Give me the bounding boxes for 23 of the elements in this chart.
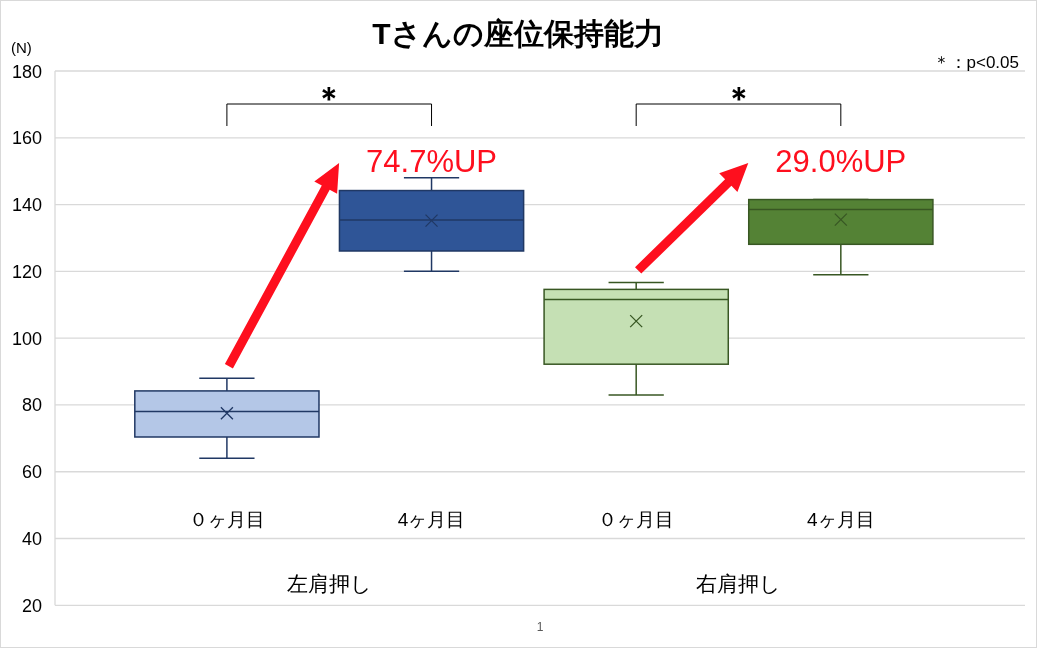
annotation: ＊：p<0.05 bbox=[932, 53, 1019, 72]
annotation: ＊ bbox=[723, 81, 754, 114]
y-axis-title: (N) bbox=[11, 39, 32, 56]
y-tick-label: 140 bbox=[11, 195, 42, 216]
y-tick-label: 100 bbox=[11, 328, 42, 349]
text: 1 bbox=[536, 620, 544, 634]
chart-title: Tさんの座位保持能力 bbox=[372, 17, 664, 50]
y-tick-label: 160 bbox=[11, 128, 42, 149]
annotation: ＊ bbox=[314, 81, 345, 114]
y-tick-label: 60 bbox=[21, 462, 42, 483]
y-tick-label: 180 bbox=[11, 61, 42, 82]
x-tick-label: 4ヶ月目 bbox=[397, 509, 466, 530]
y-tick-label: 120 bbox=[11, 261, 42, 282]
annotation: 29.0%UP bbox=[775, 144, 907, 179]
x-tick-label: ０ヶ月目 bbox=[188, 509, 265, 530]
annotation: 右肩押し bbox=[696, 572, 781, 595]
annotation: 74.7%UP bbox=[366, 144, 498, 179]
y-tick-label: 80 bbox=[21, 395, 42, 416]
x-tick-label: 4ヶ月目 bbox=[807, 509, 875, 530]
y-tick-label: 20 bbox=[21, 595, 42, 616]
y-tick-label: 40 bbox=[21, 529, 42, 550]
x-tick-label: ０ヶ月目 bbox=[598, 509, 675, 530]
annotation: 左肩押し bbox=[286, 572, 372, 595]
